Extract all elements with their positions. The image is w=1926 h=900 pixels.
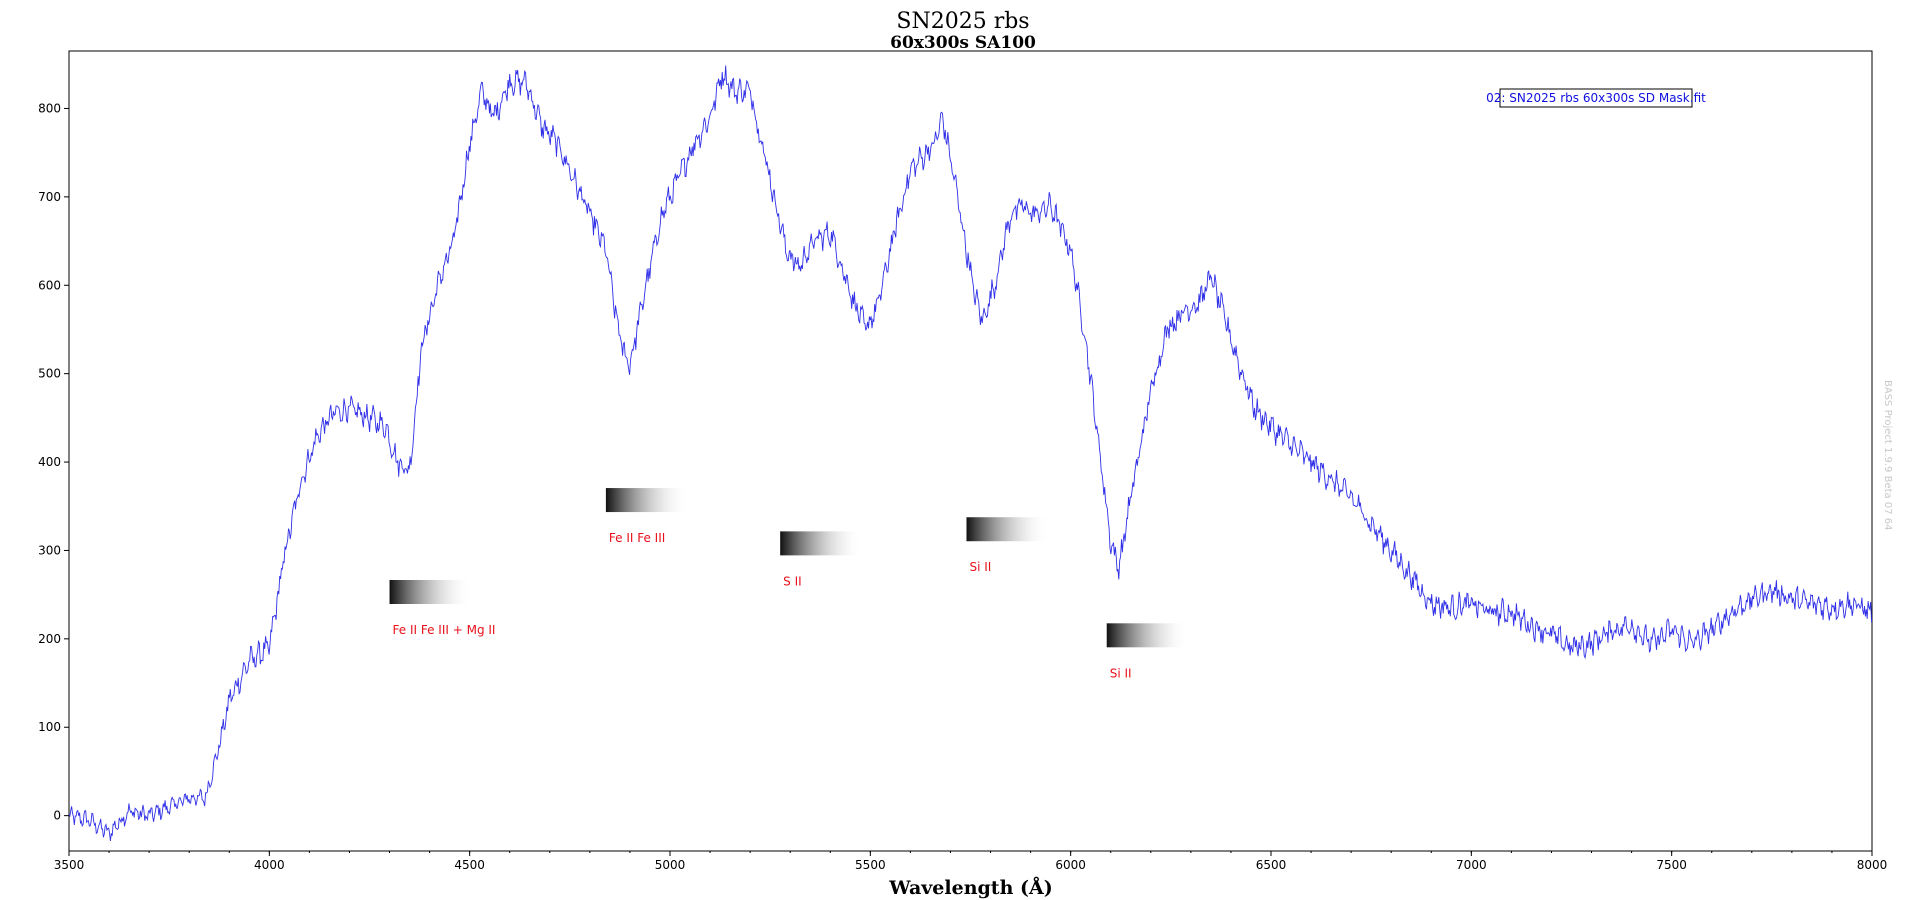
x-tick-label: 4000: [254, 858, 285, 872]
x-tick-label: 4500: [454, 858, 485, 872]
y-tick-label: 100: [38, 720, 61, 734]
y-tick-label: 600: [38, 278, 61, 292]
legend-entry: 02: SN2025 rbs 60x300s SD Mask.fit: [1486, 91, 1706, 105]
x-tick-label: 7500: [1656, 858, 1687, 872]
y-tick-label: 700: [38, 190, 61, 204]
annotation-bar: [389, 579, 472, 604]
y-tick-label: 0: [53, 809, 61, 823]
x-tick-label: 8000: [1857, 858, 1888, 872]
annotation-bar: [966, 517, 1049, 542]
line-annotations: Fe II Fe III + Mg II Fe II Fe III S II Si I…: [389, 488, 1189, 680]
x-tick-label: 3500: [54, 858, 85, 872]
legend: 02: SN2025 rbs 60x300s SD Mask.fit: [1486, 88, 1706, 108]
y-axis: 0 100 200 300 400 500 600 700 800: [38, 101, 69, 823]
plot-frame: [68, 50, 1873, 852]
annotation-bar: [605, 488, 688, 513]
y-tick-label: 300: [38, 543, 61, 557]
x-tick-label: 7000: [1456, 858, 1487, 872]
chart-subtitle: 60x300s SA100: [890, 33, 1036, 53]
annotation-label: S II: [783, 574, 802, 588]
y-tick-label: 200: [38, 632, 61, 646]
annotation-label: Si II: [969, 560, 991, 574]
software-watermark: BASS Project 1.9.9 Beta 07 64: [1882, 380, 1893, 530]
y-tick-label: 500: [38, 367, 61, 381]
annotation-bar: [780, 531, 863, 556]
spectrum-series: [68, 65, 1873, 841]
spectrum-line: [68, 65, 1873, 841]
y-tick-label: 400: [38, 455, 61, 469]
annotation-bar: [1106, 623, 1189, 648]
x-axis-label: Wavelength (Å): [888, 876, 1052, 899]
annotation-label: Fe II Fe III + Mg II: [393, 623, 496, 637]
chart-title: SN2025 rbs: [896, 9, 1029, 34]
x-axis: 3500 4000 4500 5000 5500 6000 6500 7000 7500 8000: [54, 851, 1888, 872]
annotation-label: Fe II Fe III: [609, 531, 665, 545]
x-tick-label: 6500: [1256, 858, 1287, 872]
y-tick-label: 800: [38, 101, 61, 115]
x-tick-label: 5000: [655, 858, 686, 872]
x-tick-label: 6000: [1055, 858, 1086, 872]
annotation-label: Si II: [1110, 666, 1132, 680]
legend-box: [1499, 88, 1693, 108]
x-tick-label: 5500: [855, 858, 886, 872]
